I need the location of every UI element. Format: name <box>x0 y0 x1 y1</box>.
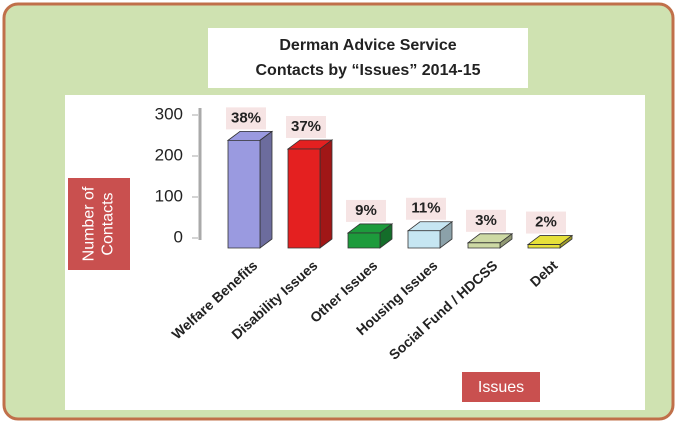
annotation: 11% <box>411 200 440 217</box>
x-axis-label: Issues <box>478 379 524 396</box>
annotation-box <box>406 197 446 220</box>
chart-title: Derman Advice Service <box>279 37 456 54</box>
bar <box>466 233 514 249</box>
title-box <box>208 28 528 88</box>
bar-face <box>319 139 333 249</box>
bar <box>526 234 574 249</box>
annotation: 9% <box>355 202 377 219</box>
bar-face <box>227 139 261 249</box>
bar-face <box>467 242 501 249</box>
bar <box>286 139 334 249</box>
annotation-box <box>346 199 386 222</box>
bar-face <box>527 244 561 249</box>
bar <box>226 130 274 249</box>
bar-face <box>259 130 273 249</box>
y-tick-label: 0 <box>174 227 183 246</box>
annotation: 37% <box>291 118 321 135</box>
y-label-box <box>68 178 130 270</box>
annotation: 38% <box>231 109 261 126</box>
annotation: 3% <box>475 212 497 229</box>
bar <box>346 223 394 249</box>
annotation-box <box>226 107 266 130</box>
y-tick-label: 300 <box>155 104 183 123</box>
annotation-box <box>466 209 506 232</box>
bar-face <box>407 230 441 249</box>
bar-face <box>347 232 381 249</box>
x-label-box <box>462 372 540 402</box>
annotation-box <box>286 115 326 138</box>
chart-subtitle: Contacts by “Issues” 2014-15 <box>256 62 481 79</box>
annotation: 2% <box>535 214 557 231</box>
annotation-box <box>526 211 566 234</box>
plot-area <box>65 95 645 410</box>
y-axis-label: Number of Contacts <box>81 186 117 261</box>
y-tick-label: 200 <box>155 145 183 164</box>
bar <box>406 220 454 249</box>
bar-face <box>287 148 321 249</box>
y-tick-label: 100 <box>155 186 183 205</box>
